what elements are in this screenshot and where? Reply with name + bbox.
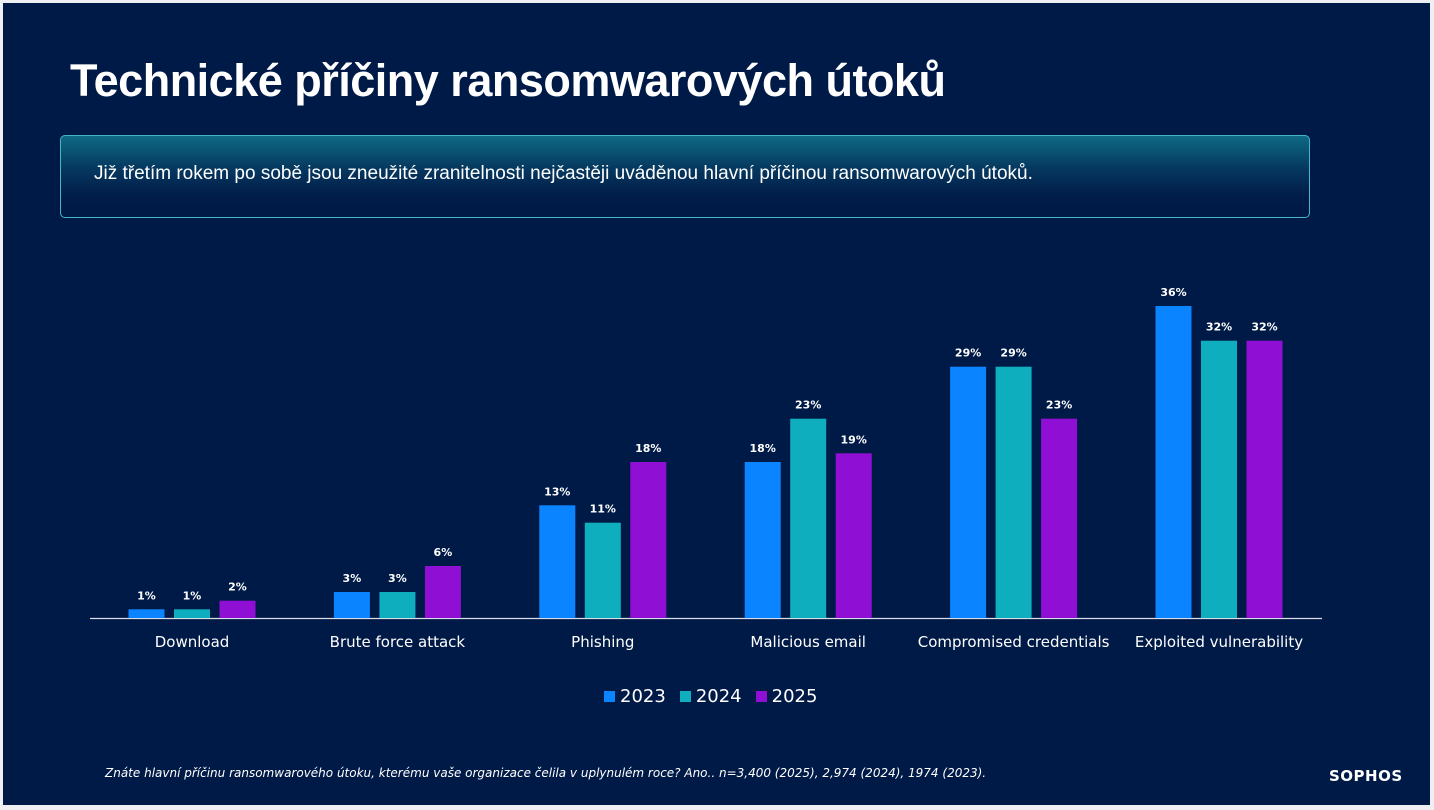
legend-item-2023: 2023 xyxy=(604,686,666,707)
chart-legend: 2023 2024 2025 xyxy=(604,686,817,707)
data-label: 23% xyxy=(1046,399,1072,412)
legend-swatch xyxy=(755,691,767,702)
bar-2023-4 xyxy=(950,366,987,618)
category-label: Download xyxy=(155,633,230,651)
footnote: Znáte hlavní příčinu ransomwarového útok… xyxy=(105,766,987,780)
bar-2025-4 xyxy=(1041,418,1078,618)
category-label: Brute force attack xyxy=(330,633,466,651)
category-label: Compromised credentials xyxy=(918,633,1110,651)
bar-2025-3 xyxy=(835,453,872,618)
data-label: 32% xyxy=(1206,321,1232,334)
bar-2023-0 xyxy=(128,609,165,618)
data-label: 29% xyxy=(1000,347,1026,360)
bar-2025-5 xyxy=(1246,340,1283,618)
bar-2024-4 xyxy=(995,366,1032,618)
data-label: 2% xyxy=(228,581,247,594)
bar-2023-3 xyxy=(744,462,781,618)
data-label: 23% xyxy=(795,399,821,412)
bar-2025-0 xyxy=(219,600,256,618)
bar-2025-2 xyxy=(630,462,667,618)
category-label: Malicious email xyxy=(750,633,866,651)
bar-2023-2 xyxy=(539,505,576,618)
legend-swatch xyxy=(679,691,691,702)
data-label: 11% xyxy=(590,503,616,516)
bar-2024-2 xyxy=(584,522,621,618)
slide-title: Technické příčiny ransomwarových útoků xyxy=(70,55,946,106)
data-label: 1% xyxy=(137,589,156,602)
data-label: 18% xyxy=(750,442,776,455)
legend-swatch xyxy=(604,691,615,702)
bar-2023-1 xyxy=(333,592,370,618)
data-label: 13% xyxy=(544,485,570,498)
data-label: 29% xyxy=(955,347,981,360)
bar-2023-5 xyxy=(1155,306,1192,618)
sophos-logo: SOPHOS xyxy=(1329,767,1403,785)
data-label: 18% xyxy=(635,442,661,455)
bar-2024-1 xyxy=(379,592,416,618)
bar-2025-1 xyxy=(424,566,461,618)
legend-label: 2024 xyxy=(695,686,742,707)
legend-item-2025: 2025 xyxy=(755,686,818,707)
bar-2024-0 xyxy=(174,609,210,618)
data-label: 3% xyxy=(388,572,407,585)
data-label: 3% xyxy=(343,572,362,585)
legend-item-2024: 2024 xyxy=(679,686,742,707)
legend-label: 2023 xyxy=(620,686,666,707)
category-label: Exploited vulnerability xyxy=(1135,633,1303,651)
slide: Technické příčiny ransomwarových útoků J… xyxy=(3,3,1430,805)
callout-box: Již třetím rokem po sobě jsou zneužité z… xyxy=(60,135,1310,218)
data-label: 32% xyxy=(1251,321,1277,334)
data-label: 1% xyxy=(183,589,202,602)
data-label: 19% xyxy=(841,433,867,446)
bar-2024-5 xyxy=(1201,340,1237,618)
bar-2024-3 xyxy=(790,418,827,618)
callout-text: Již třetím rokem po sobě jsou zneužité z… xyxy=(94,163,1033,184)
category-label: Phishing xyxy=(571,633,634,651)
data-label: 36% xyxy=(1160,286,1186,299)
data-label: 6% xyxy=(434,546,453,559)
legend-label: 2025 xyxy=(771,686,818,707)
